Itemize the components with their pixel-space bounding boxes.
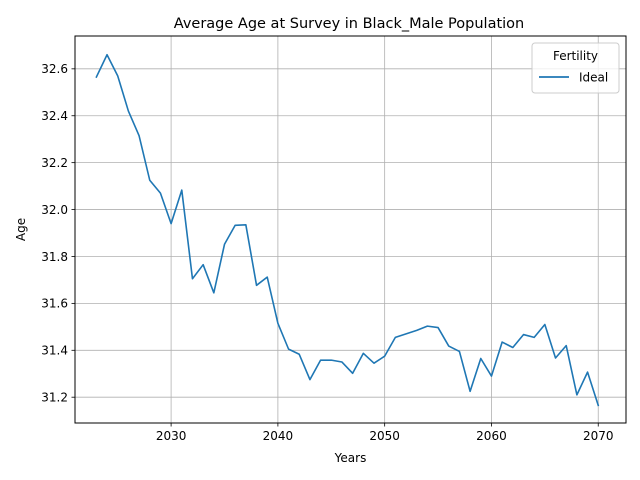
ticks: 2030 2040 2050 2060 2070 31.2 31.4 31.6 31.8 32.0… xyxy=(41,62,613,443)
y-tick-label: 32.0 xyxy=(41,203,68,217)
x-tick-label: 2050 xyxy=(369,429,400,443)
legend-label-ideal: Ideal xyxy=(579,71,608,85)
x-tick-label: 2040 xyxy=(263,429,294,443)
x-tick-label: 2070 xyxy=(583,429,614,443)
legend-box xyxy=(531,42,620,94)
y-tick-label: 31.2 xyxy=(41,391,68,405)
grid xyxy=(75,36,626,423)
y-tick-label: 32.2 xyxy=(41,156,68,170)
legend-title: Fertility xyxy=(553,49,598,63)
y-axis-label: Age xyxy=(14,218,28,241)
y-tick-label: 32.6 xyxy=(41,62,68,76)
y-tick-label: 31.8 xyxy=(41,250,68,264)
series-lines xyxy=(95,53,600,407)
plot-area-frame xyxy=(74,35,627,424)
y-tick-label: 32.4 xyxy=(41,109,68,123)
x-tick-label: 2030 xyxy=(156,429,187,443)
x-axis-label: Years xyxy=(334,451,367,465)
y-tick-label: 31.4 xyxy=(41,344,68,358)
legend: Fertility Ideal xyxy=(531,42,620,94)
y-tick-label: 31.6 xyxy=(41,297,68,311)
chart-title: Average Age at Survey in Black_Male Popu… xyxy=(174,16,524,32)
series-line-ideal xyxy=(95,53,600,407)
x-tick-label: 2060 xyxy=(476,429,507,443)
